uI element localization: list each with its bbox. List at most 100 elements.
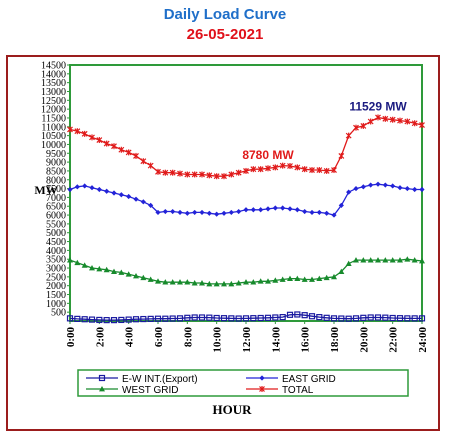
legend-marker [259,386,265,392]
data-point [375,114,381,121]
data-point [323,314,330,321]
x-tick-label: 8:00 [182,327,194,348]
data-point [221,173,227,180]
data-point [177,170,183,177]
series-line-e-w-int-export [69,313,422,321]
data-point [147,315,154,322]
data-point [382,182,388,188]
data-point [125,271,132,277]
y-tick-label: 11500 [41,113,66,124]
data-point [309,276,315,282]
data-point [147,276,154,282]
data-point [132,316,140,323]
data-point [250,207,256,213]
data-point [353,185,359,192]
data-point [74,259,81,266]
data-point [96,186,102,193]
data-point [294,311,301,318]
data-point [331,273,337,280]
data-point [177,209,183,216]
data-point [375,257,381,263]
legend-label: TOTAL [282,385,314,396]
data-point [286,311,294,318]
data-point [220,315,228,322]
data-point [265,206,271,212]
data-point [118,192,124,198]
data-point [353,257,359,263]
y-tick-label: 5500 [46,219,66,230]
legend-item: TOTAL [246,385,314,396]
data-point [368,182,374,188]
data-point [118,146,125,153]
legend-item: WEST GRID [86,385,178,396]
chart-date: 26-05-2021 [186,26,264,43]
y-tick-label: 4000 [46,246,66,257]
data-point [191,314,198,321]
data-point [140,199,146,205]
data-point [81,316,88,323]
data-point [419,186,425,193]
data-point [235,280,242,286]
data-point [155,209,161,216]
chart-frame [6,55,440,431]
y-tick-label: 11000 [41,122,66,133]
data-point [88,316,96,323]
data-point [133,152,139,159]
y-tick-label: 1500 [46,290,66,301]
y-tick-label: 2500 [46,272,66,283]
data-point [316,314,323,321]
data-point [389,116,396,123]
data-point [250,166,257,173]
y-tick-label: 6500 [46,202,66,213]
data-point [74,315,81,322]
data-point [103,317,110,324]
data-point [264,314,272,321]
data-point [346,189,352,195]
data-point [287,275,293,282]
data-point [184,171,191,178]
data-point [411,315,418,322]
data-point [214,211,220,217]
data-point [81,262,88,268]
data-point [272,205,278,211]
data-point [324,210,330,216]
y-tick-label: 2000 [46,281,66,292]
data-point [118,269,125,275]
data-point [294,275,301,282]
data-point [74,184,80,190]
data-point [411,120,418,127]
y-tick-label: 14500 [41,61,66,72]
data-point [243,207,249,213]
data-point [242,315,250,322]
data-point [155,278,161,284]
data-point [103,266,110,273]
data-point [228,171,235,178]
x-axis-label: HOUR [213,402,253,417]
data-point [199,209,205,216]
data-point [397,185,403,191]
data-point [294,164,301,171]
y-axis: 5001000150020002500300035004000450050005… [41,61,70,319]
series-east-grid [67,181,425,218]
data-point [389,314,396,322]
x-tick-label: 16:00 [300,327,312,353]
data-point [250,279,257,285]
data-point [96,316,103,324]
data-point [169,279,176,285]
data-point [287,162,293,169]
data-point [279,276,286,282]
data-point [360,257,367,263]
data-point [309,167,315,174]
data-point [367,118,374,125]
data-point [177,279,183,285]
data-point [309,209,315,216]
data-point [360,122,367,129]
x-axis: 0:00 2:00 4:00 6:00 8:00 10:00 12:00 14:00 16:00… [65,321,429,353]
y-tick-label: 8000 [46,175,66,186]
data-point [301,312,308,319]
y-tick-label: 13000 [41,87,66,98]
data-point [206,280,213,287]
data-point [67,126,73,133]
data-point [272,164,279,171]
